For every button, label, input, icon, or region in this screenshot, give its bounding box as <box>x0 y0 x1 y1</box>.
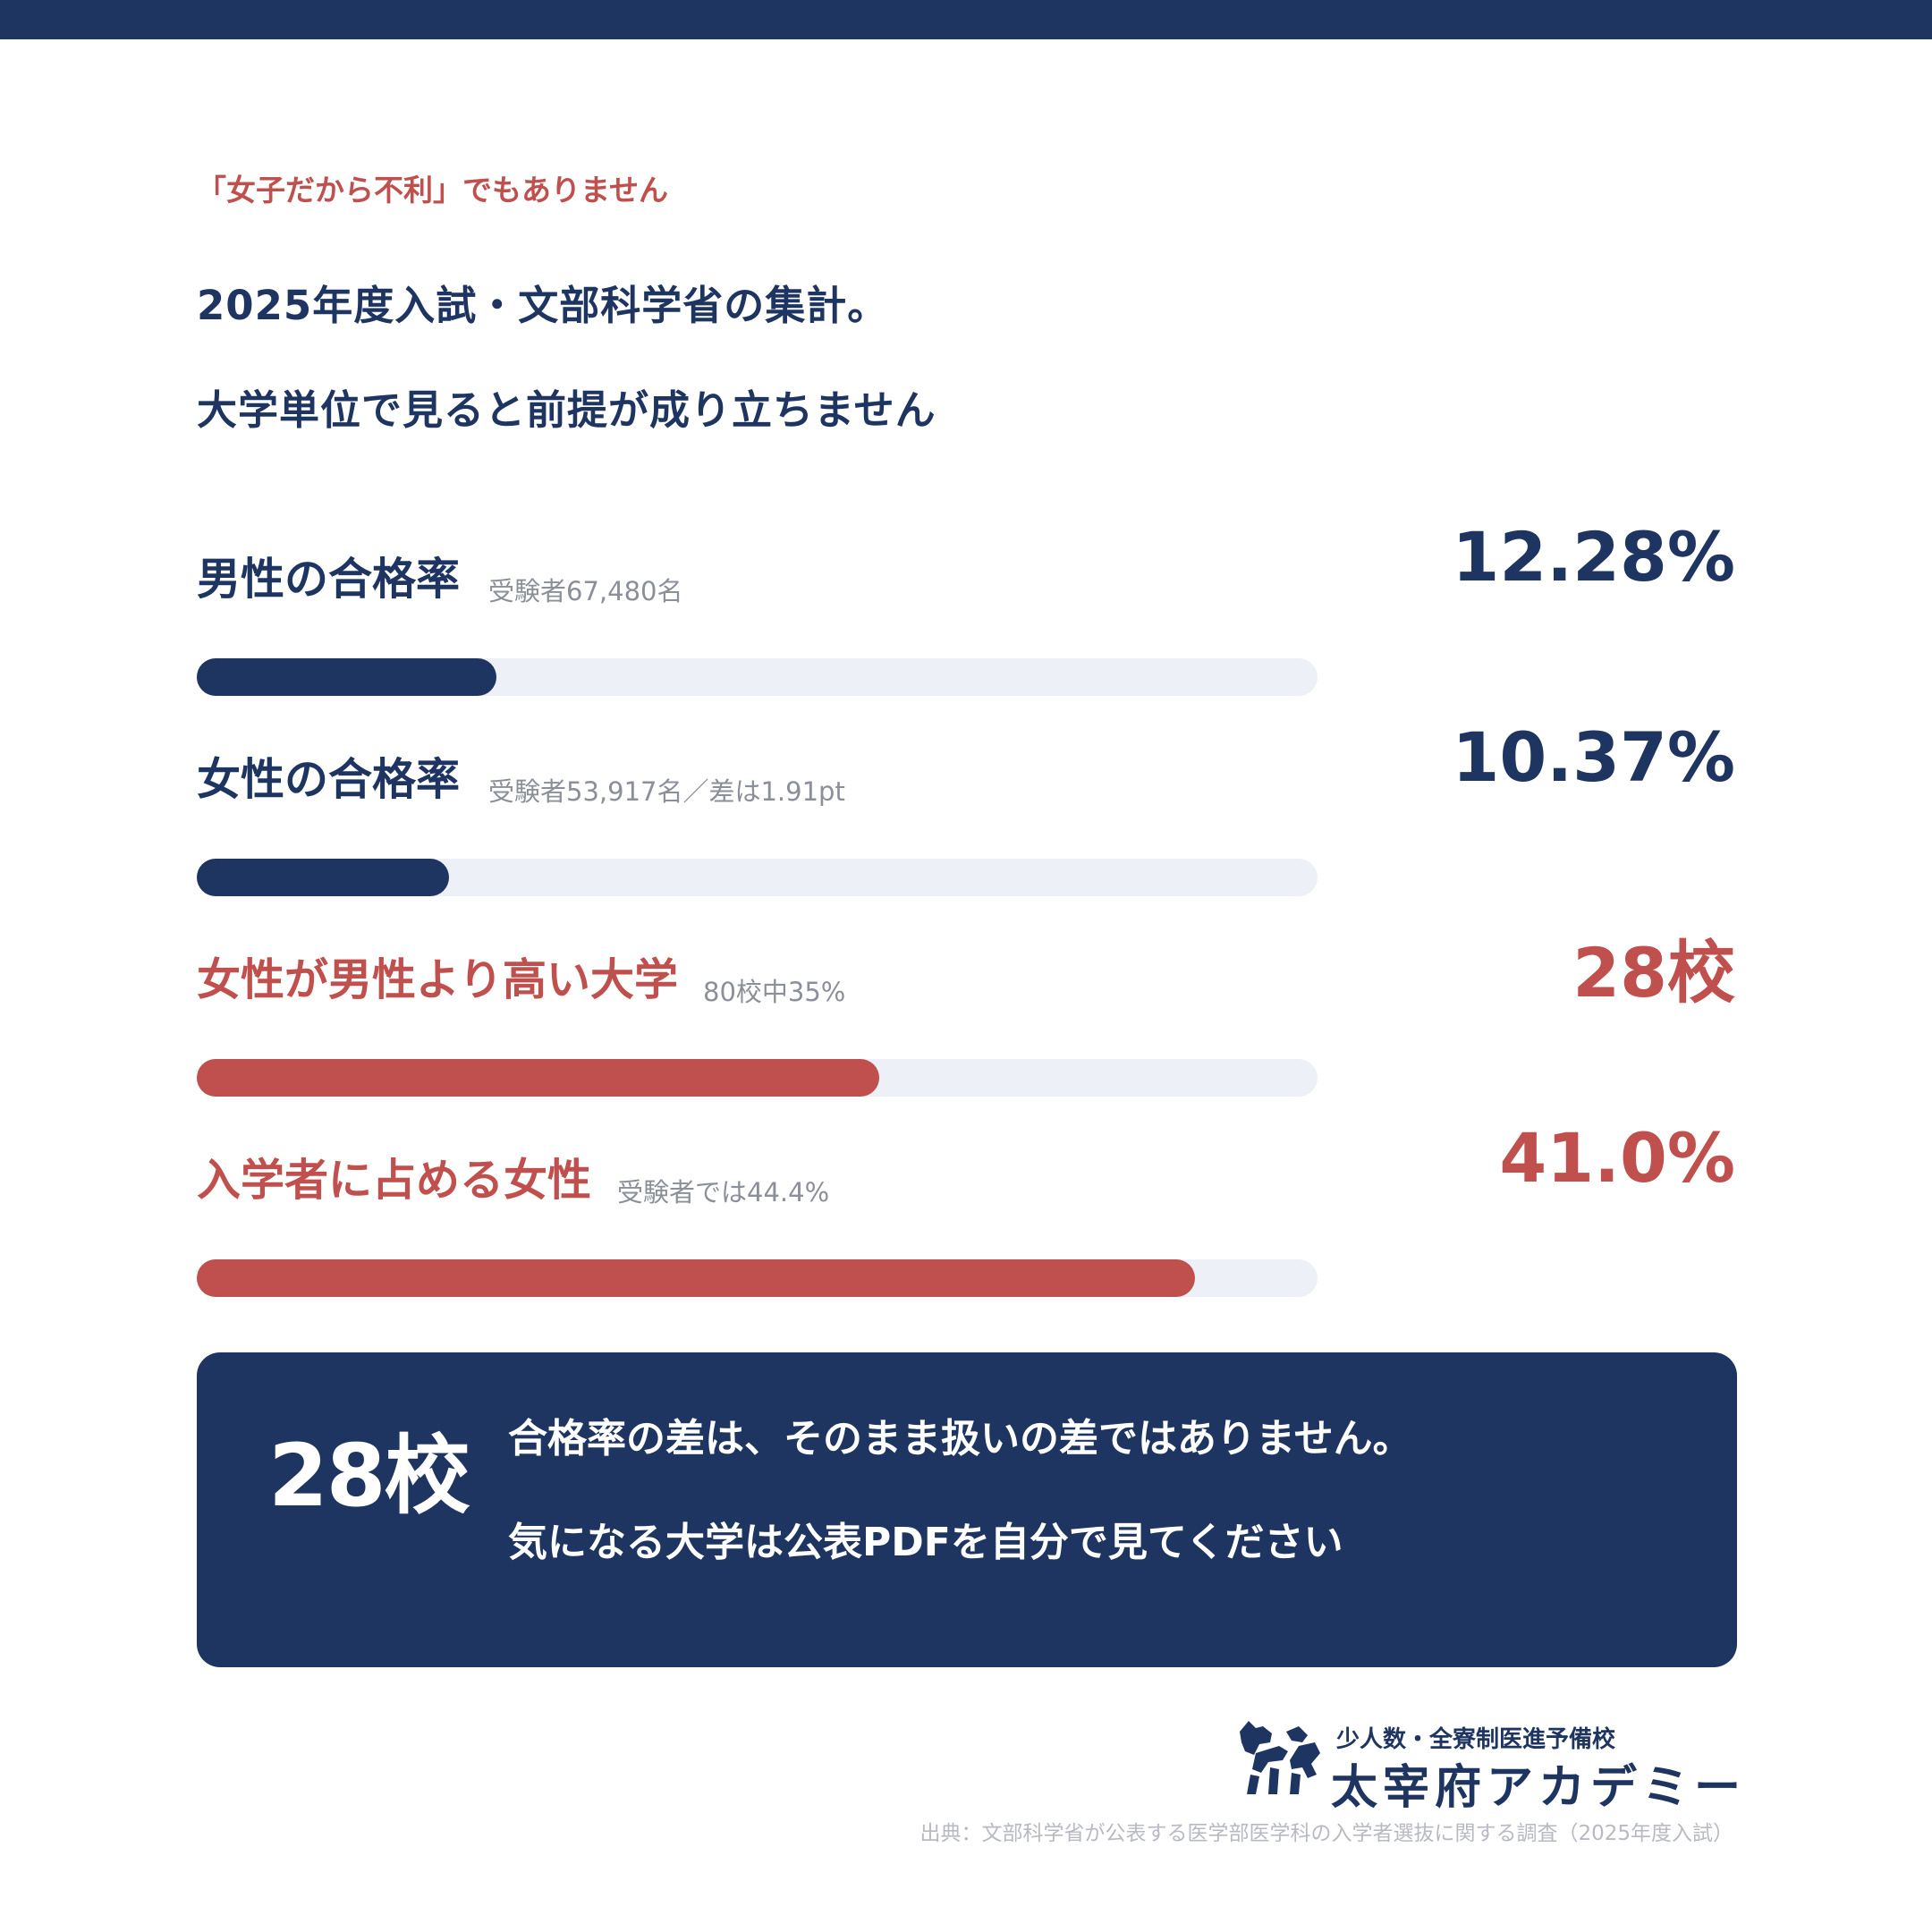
bar-fill <box>197 859 449 896</box>
dog-silhouette-icon <box>1240 1721 1320 1794</box>
metric-value: 41.0% <box>1499 1118 1735 1198</box>
metric-note: 受験者では44.4% <box>617 1177 830 1208</box>
metric-note: 80校中35% <box>703 977 846 1007</box>
bar-track <box>197 658 1318 696</box>
metric-label: 入学者に占める女性 <box>197 1155 592 1206</box>
headline-line-1: 2025年度入試・文部科学省の集計。 <box>197 282 889 329</box>
callout-box: 28校 合格率の差は、そのまま扱いの差ではありません。 気になる大学は公表PDF… <box>197 1352 1737 1667</box>
metric-note: 受験者67,480名 <box>488 576 683 606</box>
callout-big-number: 28校 <box>268 1426 470 1526</box>
metric-value: 28校 <box>1572 933 1735 1013</box>
bar-fill <box>197 658 496 696</box>
metric-label: 男性の合格率 <box>197 554 461 605</box>
callout-line-1: 合格率の差は、そのまま扱いの差ではありません。 <box>508 1416 1412 1462</box>
brand-name: 太宰府アカデミー <box>1331 1760 1747 1815</box>
headline-line-2: 大学単位で見ると前提が成り立ちません <box>197 386 936 434</box>
source-note: 出典：文部科学省が公表する医学部医学科の入学者選抜に関する調査（2025年度入試… <box>919 1822 1733 1845</box>
metric-label: 女性の合格率 <box>197 754 461 805</box>
bar-fill <box>197 1059 880 1097</box>
callout-line-2: 気になる大学は公表PDFを自分で見てください <box>508 1520 1343 1565</box>
metric-value: 10.37% <box>1452 717 1735 797</box>
bar-track <box>197 1059 1318 1097</box>
top-accent-bar <box>0 0 1932 39</box>
kicker-text: 「女子だから不利」でもありません <box>197 173 669 208</box>
brand-logo: 少人数・全寮制医進予備校 太宰府アカデミー <box>1236 1716 1741 1815</box>
metric-label: 女性が男性より高い大学 <box>197 954 679 1005</box>
metric-value: 12.28% <box>1452 517 1735 597</box>
bar-track <box>197 859 1318 896</box>
brand-tagline: 少人数・全寮制医進予備校 <box>1336 1726 1616 1753</box>
metric-note: 受験者53,917名／差は1.91pt <box>488 776 845 807</box>
bar-track <box>197 1259 1318 1297</box>
bar-fill <box>197 1259 1196 1297</box>
